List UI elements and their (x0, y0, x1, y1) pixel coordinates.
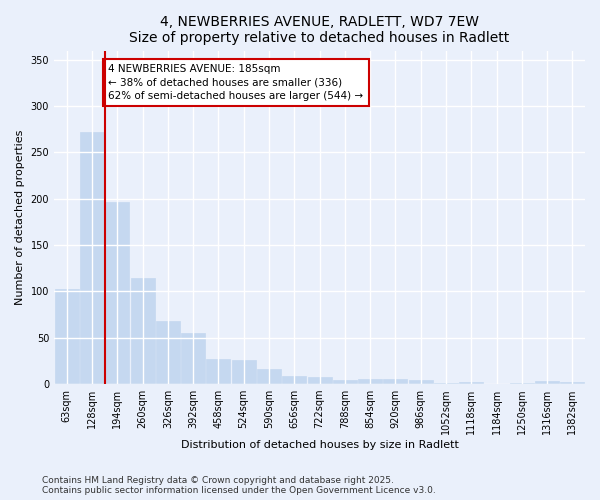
Bar (181, 333, 205, 384)
Bar (308, 376, 332, 384)
Bar (232, 360, 256, 384)
Text: 4 NEWBERRIES AVENUE: 185sqm
← 38% of detached houses are smaller (336)
62% of se: 4 NEWBERRIES AVENUE: 185sqm ← 38% of det… (109, 64, 364, 101)
Bar (257, 370, 281, 384)
Bar (383, 380, 407, 384)
Y-axis label: Number of detached properties: Number of detached properties (15, 130, 25, 305)
Bar (358, 380, 382, 384)
Bar (459, 382, 483, 384)
Title: 4, NEWBERRIES AVENUE, RADLETT, WD7 7EW
Size of property relative to detached hou: 4, NEWBERRIES AVENUE, RADLETT, WD7 7EW S… (130, 15, 509, 45)
Bar (409, 380, 433, 384)
Bar (80, 132, 104, 384)
Bar (535, 382, 559, 384)
Bar (156, 321, 180, 384)
Bar (434, 383, 458, 384)
Bar (131, 278, 155, 384)
Bar (55, 288, 79, 384)
Bar (206, 359, 230, 384)
Bar (560, 382, 584, 384)
Bar (510, 383, 534, 384)
Text: Contains HM Land Registry data © Crown copyright and database right 2025.
Contai: Contains HM Land Registry data © Crown c… (42, 476, 436, 495)
X-axis label: Distribution of detached houses by size in Radlett: Distribution of detached houses by size … (181, 440, 458, 450)
Bar (282, 376, 306, 384)
Bar (333, 380, 357, 384)
Bar (105, 202, 129, 384)
